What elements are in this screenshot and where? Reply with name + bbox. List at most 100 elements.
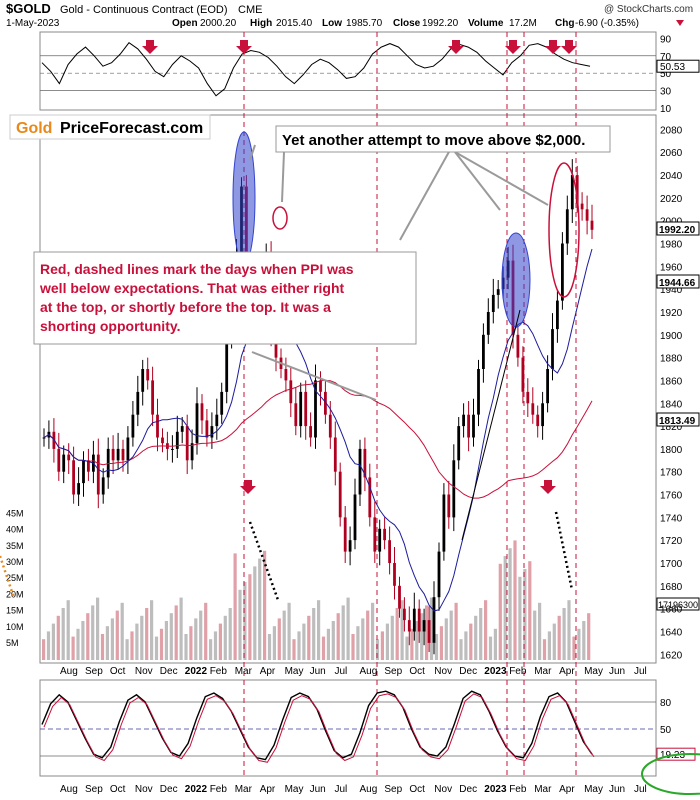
x-tick-label: Jun (310, 666, 326, 677)
volume-bar (100, 634, 105, 660)
upper-last-value-label: 50.53 (660, 62, 685, 73)
volume-bar (46, 631, 51, 660)
candle-body (343, 517, 347, 552)
candle-body (62, 454, 66, 472)
volume-bar (479, 608, 483, 660)
volume-bar (488, 636, 493, 660)
volume-bar (233, 553, 237, 660)
candle-body (521, 357, 525, 392)
x-tick-label: May (285, 666, 304, 677)
ma50-last-label: 1944.66 (659, 278, 696, 289)
candle-body (225, 334, 229, 392)
price-y-tick: 1780 (660, 468, 683, 479)
candle-body (190, 443, 194, 461)
logo-gold: Gold (16, 120, 52, 137)
callout-connector (454, 151, 549, 206)
price-y-tick: 2060 (660, 148, 683, 159)
volume-bar (292, 639, 296, 660)
volume-y-tick: 15M (6, 606, 24, 616)
volume-bar (184, 634, 188, 660)
volume-y-tick: 30M (6, 557, 24, 567)
candle-body (101, 477, 105, 495)
volume-bar (542, 639, 547, 660)
callout-connector (399, 149, 451, 241)
volume-bar (336, 613, 340, 660)
volume-bar (169, 613, 173, 660)
x-tick-label-bottom: Aug (360, 784, 378, 795)
volume-bar (209, 639, 213, 660)
highlight-red-ellipse-1 (272, 206, 288, 230)
volume-bar (400, 600, 404, 660)
volume-bar (380, 631, 384, 660)
header-high: 2015.40 (276, 18, 313, 29)
candle-body (289, 380, 293, 404)
price-y-tick: 1840 (660, 399, 683, 410)
volume-bar (508, 548, 512, 660)
volume-bar (96, 597, 100, 660)
volume-bar (272, 626, 276, 660)
down-arrow-icon (561, 40, 577, 54)
candle-body (200, 403, 204, 421)
candle-body (541, 403, 544, 427)
x-tick-label-bottom: Dec (459, 784, 477, 795)
volume-last-value-box (656, 597, 700, 611)
candle-body (195, 403, 199, 444)
volume-bar (194, 618, 198, 660)
volume-bar (484, 600, 488, 660)
price-y-tick: 1680 (660, 582, 683, 593)
volume-bar (243, 582, 247, 660)
upper-indicator-frame (39, 31, 657, 111)
header-close: 1992.20 (422, 18, 459, 29)
x-tick-label-bottom: Mar (534, 784, 552, 795)
candle-body (324, 391, 327, 415)
callout-connector (281, 151, 285, 203)
x-tick-label-bottom: Oct (409, 784, 425, 795)
callout-connector (454, 151, 501, 211)
volume-bar (51, 623, 55, 660)
candle-body (546, 369, 549, 404)
last-price-label: 1992.20 (659, 225, 696, 236)
upper-y-tick: 30 (660, 87, 672, 98)
header-volume-label: Volume (468, 18, 504, 29)
volume-bar (135, 623, 139, 660)
volume-bar (356, 626, 360, 660)
volume-bar (91, 605, 95, 660)
header-watermark: @ StockCharts.com (604, 4, 693, 15)
candle-body (151, 380, 154, 415)
x-tick-label: Aug (60, 666, 78, 677)
candle-body (561, 243, 564, 301)
x-tick-label-bottom: Dec (160, 784, 178, 795)
header-low-label: Low (322, 18, 342, 29)
upper-last-value-box (656, 59, 700, 73)
header-open: 2000.20 (200, 18, 237, 29)
candle-body (141, 369, 145, 392)
x-tick-label: Nov (434, 666, 452, 677)
candle-body (531, 403, 535, 415)
volume-bar (395, 608, 399, 660)
x-tick-label-bottom: Jul (335, 784, 348, 795)
candle-body (274, 334, 278, 358)
volume-bar (331, 621, 335, 660)
volume-bar (366, 610, 370, 660)
x-tick-label-bottom: Apr (260, 784, 276, 795)
volume-bar (326, 628, 330, 660)
candle-body (442, 494, 446, 552)
callout-left-line3: at the top, or shortly before the top. I… (40, 299, 331, 315)
volume-bar (361, 618, 365, 660)
candle-body (447, 494, 451, 518)
x-tick-label: Mar (534, 666, 552, 677)
candle-body (417, 608, 421, 632)
candle-body (77, 483, 80, 495)
candle-body (496, 289, 500, 295)
candle-body (570, 175, 574, 210)
candle-body (477, 369, 480, 415)
volume-bar (321, 636, 326, 660)
price-y-tick: 1800 (660, 445, 683, 456)
candle-body (536, 414, 540, 427)
highlight-blue-ellipse-2 (501, 232, 531, 328)
candle-body (363, 448, 367, 478)
x-tick-label: Dec (459, 666, 477, 677)
last-price-label-box (656, 221, 700, 236)
header-date: 1-May-2023 (6, 18, 60, 29)
